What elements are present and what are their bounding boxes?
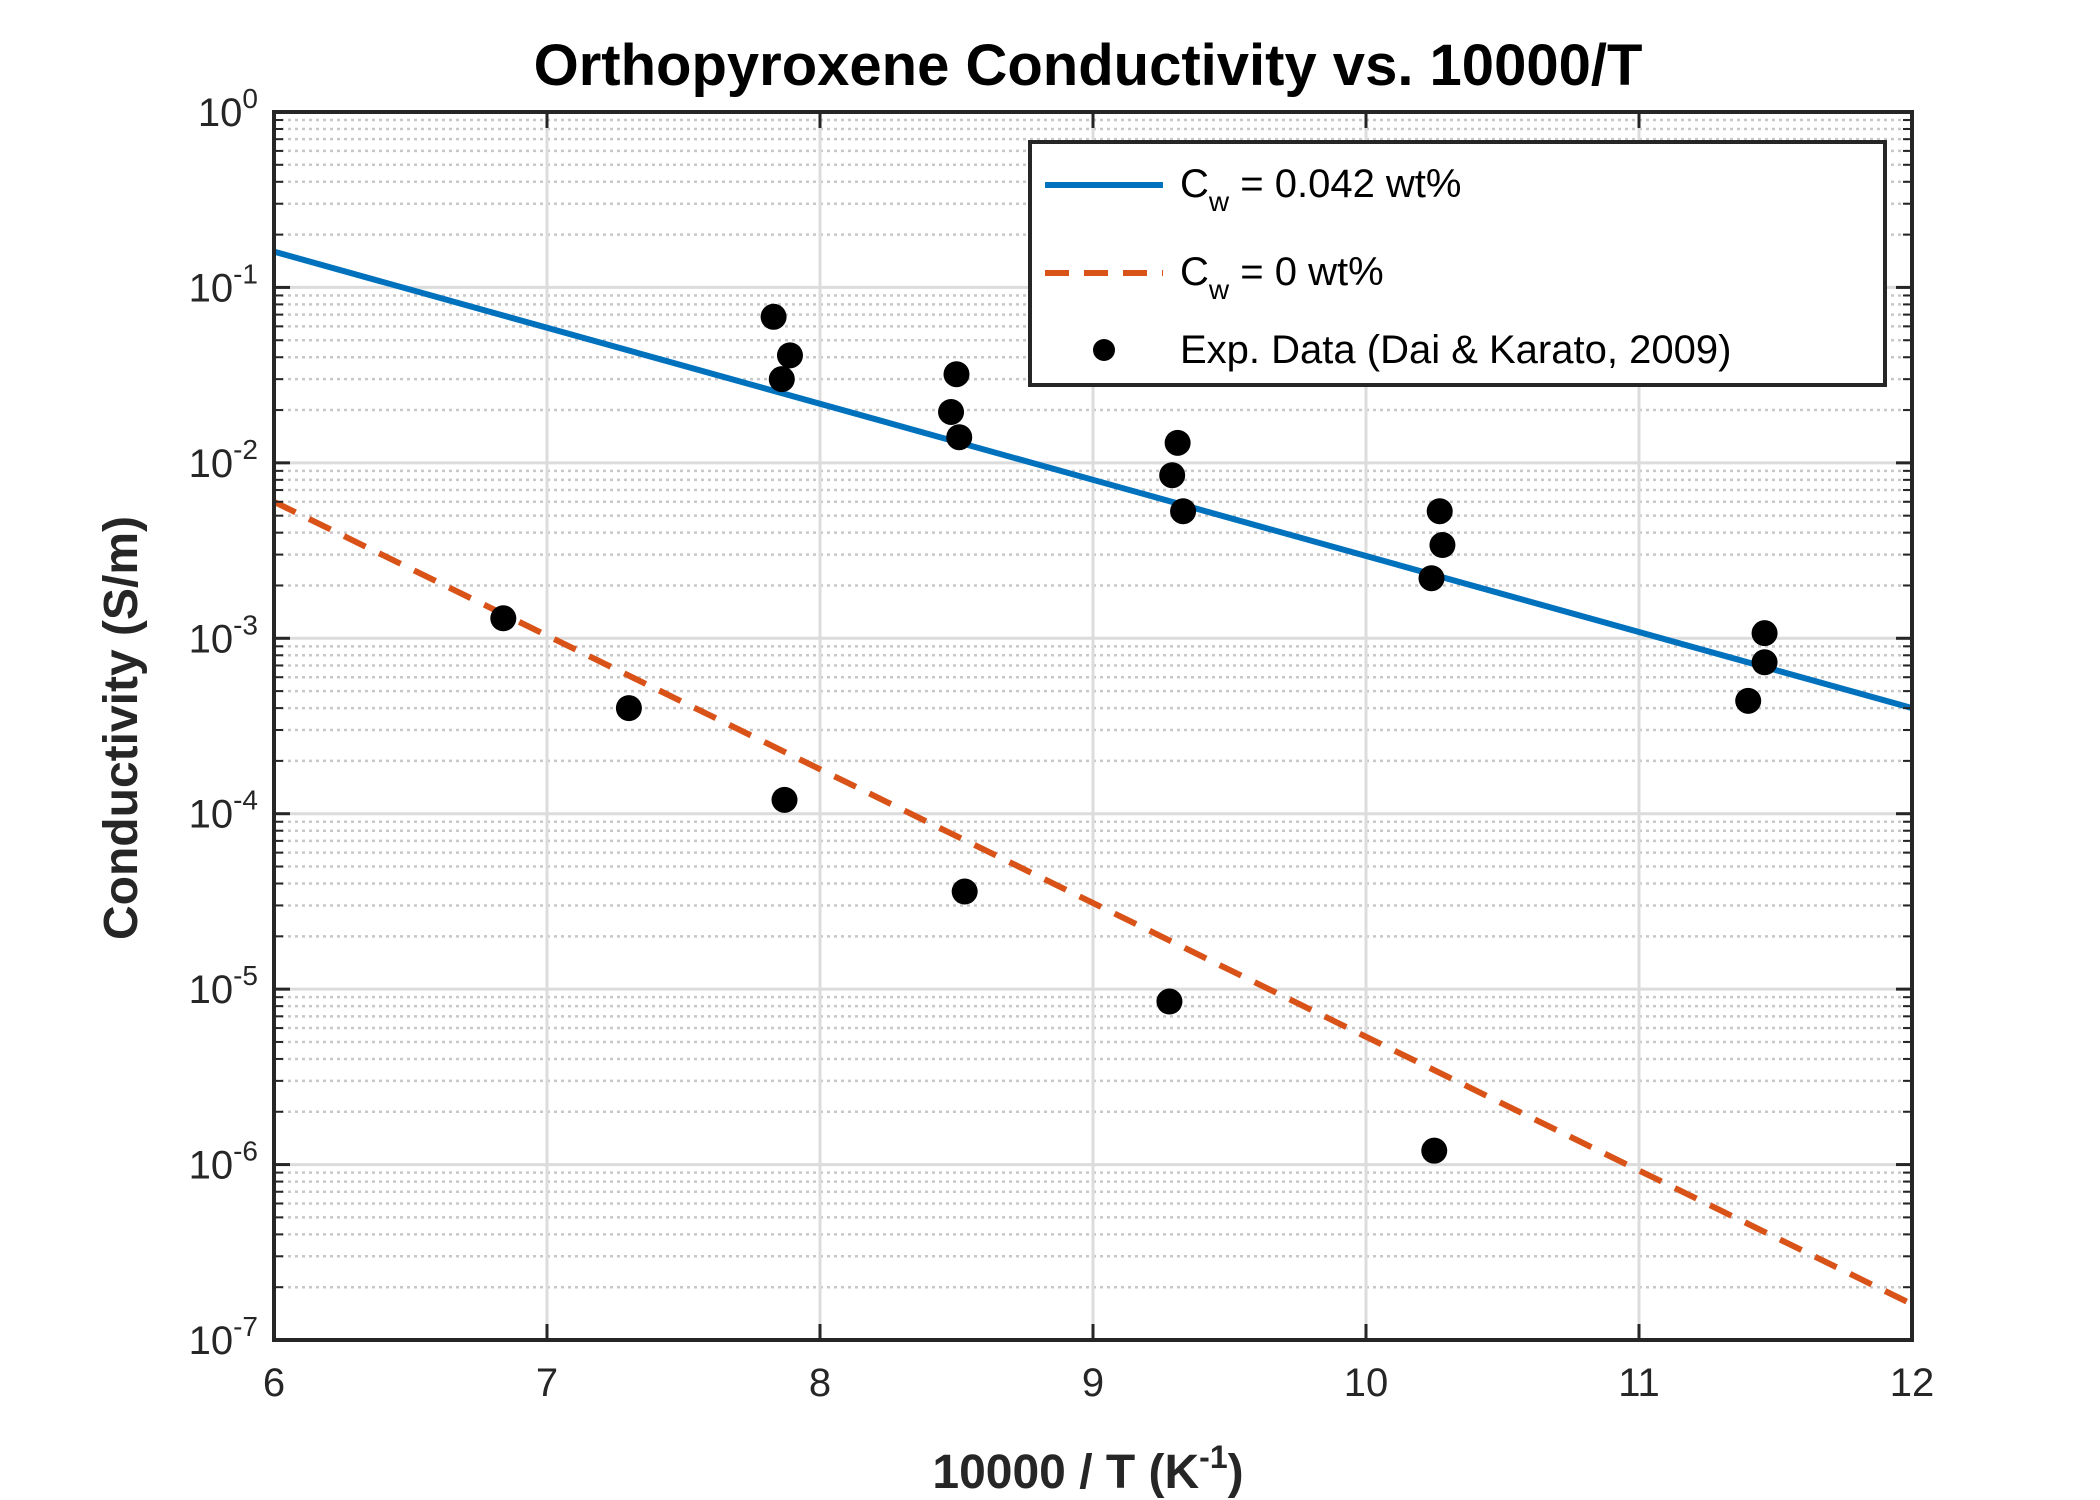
data-point <box>1426 498 1453 525</box>
data-point <box>1735 687 1762 714</box>
x-tick-label: 9 <box>1082 1361 1104 1405</box>
y-tick-label: 10-3 <box>189 609 258 661</box>
y-tick-label: 100 <box>198 83 258 135</box>
y-tick-label: 10-4 <box>189 785 258 837</box>
legend-entry-1-sub: w <box>1208 186 1230 217</box>
data-point <box>615 695 642 722</box>
y-tick-base: 10 <box>189 968 234 1012</box>
x-tick-label: 7 <box>536 1361 558 1405</box>
legend-entry-2-prefix: C <box>1180 250 1209 294</box>
data-point <box>938 398 965 425</box>
data-point <box>776 342 803 369</box>
x-tick-label: 8 <box>809 1361 831 1405</box>
legend-entry-2: Cw = 0 wt% <box>1180 250 1384 305</box>
y-tick-label: 10-1 <box>189 258 258 310</box>
x-axis-label-main: 10000 / T (K <box>932 1446 1199 1499</box>
legend: Cw = 0.042 wt% Cw = 0 wt% Exp. Data (Dai… <box>1028 140 1887 387</box>
y-tick-exponent: -6 <box>233 1136 258 1167</box>
x-tick-label: 12 <box>1890 1361 1935 1405</box>
data-point <box>1418 565 1445 592</box>
data-point <box>1421 1137 1448 1164</box>
data-point <box>768 366 795 393</box>
chart-title: Orthopyroxene Conductivity vs. 10000/T <box>534 33 1643 98</box>
y-tick-exponent: -2 <box>233 434 258 465</box>
x-tick-label: 10 <box>1344 1361 1389 1405</box>
legend-entry-3: Exp. Data (Dai & Karato, 2009) <box>1180 328 1731 372</box>
y-tick-base: 10 <box>189 442 234 486</box>
x-axis-label-suffix: ) <box>1228 1446 1244 1499</box>
legend-box <box>1028 140 1887 387</box>
data-point <box>1159 462 1186 489</box>
y-tick-exponent: -4 <box>233 785 258 816</box>
y-tick-exponent: -1 <box>233 258 258 289</box>
y-tick-base: 10 <box>189 793 234 837</box>
x-tick-label: 11 <box>1618 1361 1660 1405</box>
x-axis-label: 10000 / T (K-1) <box>932 1439 1243 1499</box>
y-tick-label: 10-6 <box>189 1136 258 1188</box>
data-point <box>1751 649 1778 676</box>
data-point <box>1429 532 1456 559</box>
x-tick-label: 6 <box>263 1361 285 1405</box>
legend-entry-1: Cw = 0.042 wt% <box>1180 162 1462 217</box>
data-point <box>946 424 973 451</box>
y-tick-label: 10-2 <box>189 434 258 486</box>
tick-marks <box>272 110 1914 1342</box>
y-tick-exponent: -7 <box>233 1311 258 1342</box>
series-line-cw-0 <box>272 499 1914 1307</box>
y-axis-label: Conductivity (S/m) <box>95 516 148 940</box>
data-point <box>951 878 978 905</box>
data-point <box>1751 620 1778 647</box>
y-tick-exponent: -3 <box>233 609 258 640</box>
legend-marker <box>1093 339 1115 361</box>
y-tick-exponent: -5 <box>233 960 258 991</box>
y-tick-base: 10 <box>198 91 243 135</box>
y-tick-base: 10 <box>189 1144 234 1188</box>
x-tick-labels: 6 7 8 9 10 11 12 <box>263 1361 1934 1405</box>
legend-entry-1-suffix: = 0.042 wt% <box>1229 162 1461 206</box>
y-tick-base: 10 <box>189 266 234 310</box>
data-point <box>771 786 798 813</box>
y-tick-base: 10 <box>189 617 234 661</box>
series-line-cw-0.042 <box>273 248 1913 711</box>
plot-series <box>272 248 1914 1307</box>
y-tick-label: 10-7 <box>189 1311 258 1363</box>
data-point <box>1164 429 1191 456</box>
data-point <box>1156 988 1183 1015</box>
legend-entry-1-prefix: C <box>1180 162 1209 206</box>
data-point <box>490 605 517 632</box>
data-point <box>943 361 970 388</box>
x-axis-label-exponent: -1 <box>1199 1439 1227 1475</box>
legend-entry-2-sub: w <box>1208 274 1230 305</box>
data-point <box>1170 498 1197 525</box>
legend-entry-2-suffix: = 0 wt% <box>1229 250 1384 294</box>
y-tick-label: 10-5 <box>189 960 258 1012</box>
y-tick-base: 10 <box>189 1319 234 1363</box>
y-tick-exponent: 0 <box>242 83 258 114</box>
data-point <box>760 303 787 330</box>
